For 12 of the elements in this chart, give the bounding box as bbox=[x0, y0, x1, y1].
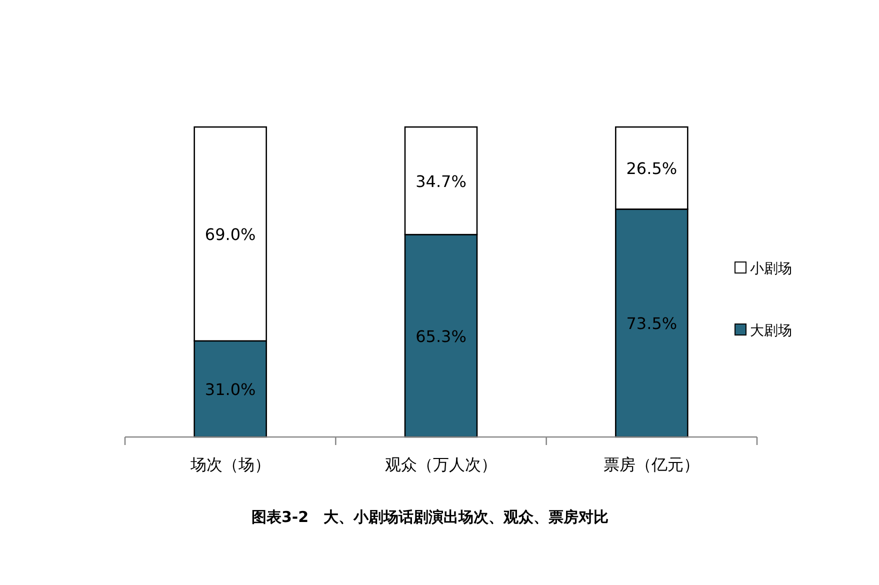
x-tick-label: 场次（场） bbox=[189, 455, 270, 474]
legend-label: 大剧场 bbox=[750, 323, 792, 339]
data-label: 69.0% bbox=[204, 224, 256, 244]
data-label: 65.3% bbox=[416, 326, 466, 346]
data-label: 34.7% bbox=[416, 172, 466, 191]
x-tick-label: 观众（万人次） bbox=[385, 455, 497, 474]
data-label: 73.5% bbox=[626, 314, 678, 334]
text: 图表3-2 大、小剧场话剧演出场次、观众、票房对比 bbox=[251, 508, 609, 526]
data-label: 31.0% bbox=[204, 380, 256, 399]
data-label: 26.5% bbox=[626, 159, 678, 178]
legend-label: 小剧场 bbox=[750, 261, 792, 277]
x-tick-label: 票房（亿元） bbox=[604, 455, 700, 474]
